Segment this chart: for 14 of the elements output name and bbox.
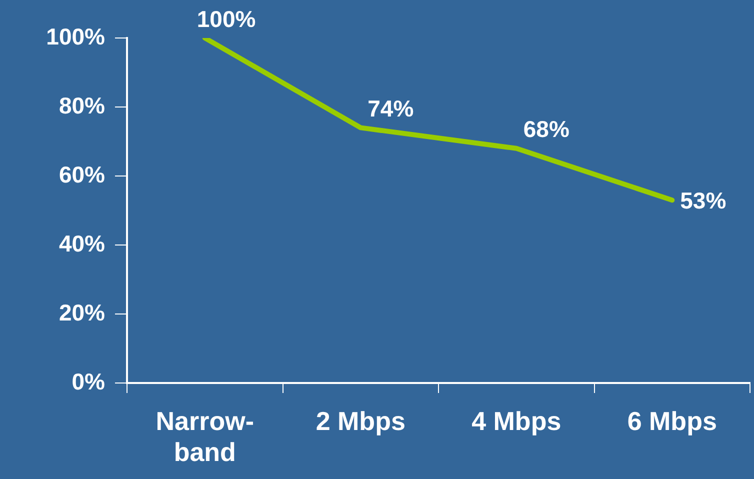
y-tick-label: 80% — [58, 92, 105, 118]
x-tick-label: Narrow-band — [156, 406, 254, 467]
y-tick-label: 40% — [58, 230, 105, 256]
y-tick-label: 20% — [58, 299, 105, 326]
x-tick-label: 6 Mbps — [627, 406, 717, 436]
data-label: 68% — [523, 116, 570, 142]
data-label: 53% — [680, 187, 726, 214]
y-tick-label: 60% — [58, 161, 105, 188]
x-tick-label: 4 Mbps — [472, 406, 562, 436]
data-label: 100% — [196, 6, 256, 32]
y-tick-label: 100% — [46, 23, 105, 50]
x-tick-label: 2 Mbps — [316, 406, 406, 436]
data-label: 74% — [368, 96, 414, 122]
y-tick-label: 0% — [72, 368, 105, 394]
